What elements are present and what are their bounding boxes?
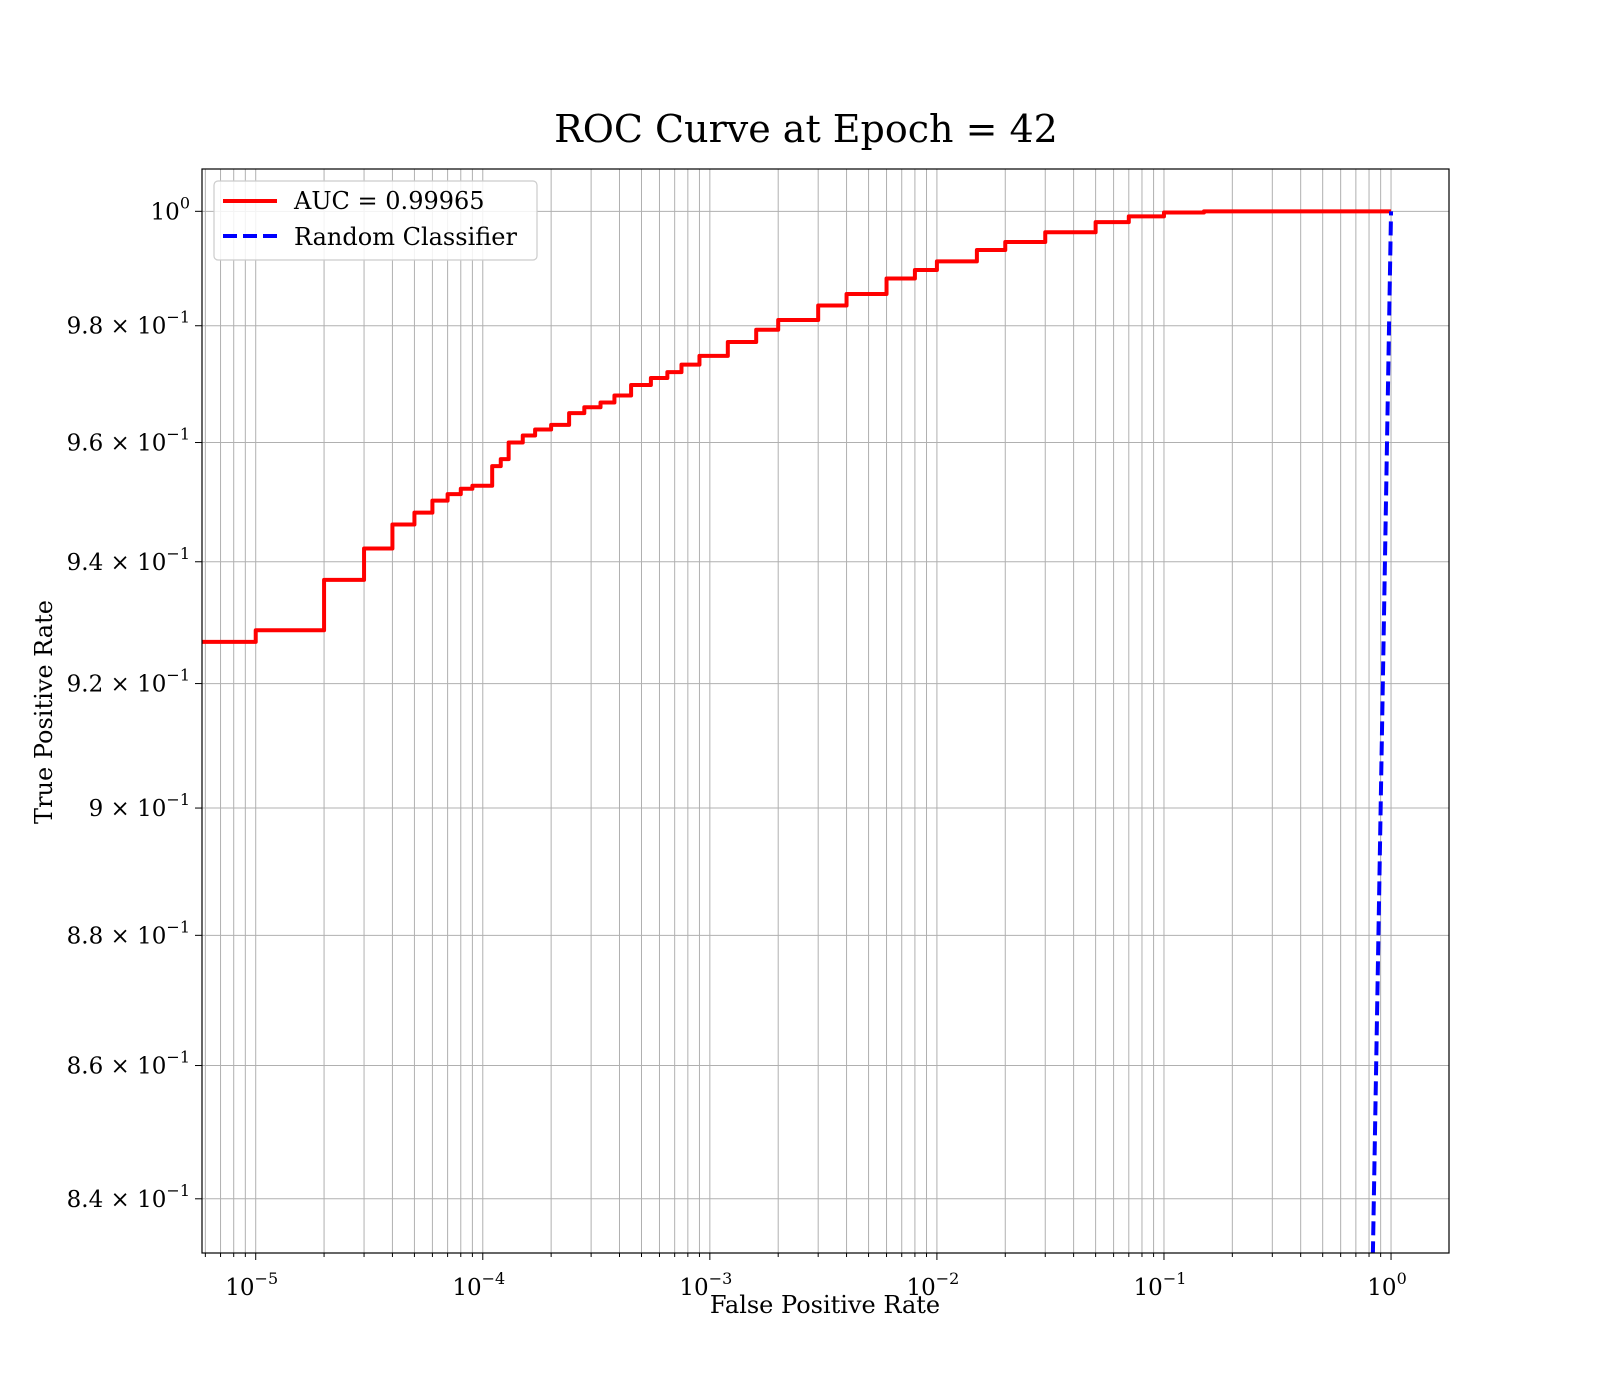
chart-title: ROC Curve at Epoch = 42 — [554, 107, 1058, 151]
y-tick-label: 9.4 × 10−1 — [67, 544, 190, 576]
plot-area — [202, 209, 1394, 1253]
y-axis-label: True Positive Rate — [30, 600, 58, 824]
legend: AUC = 0.99965 Random Classifier — [213, 180, 538, 261]
y-tick-layer: 8.4 × 10−1 8.6 × 10−1 8.8 × 10−1 9 × 10−1 9.… — [67, 193, 202, 1213]
x-tick-label: 100 — [1367, 1269, 1406, 1301]
legend-box — [213, 180, 538, 261]
x-axis-label: False Positive Rate — [710, 1291, 940, 1319]
plot-frame — [201, 168, 1450, 1254]
x-tick-label: 10−4 — [452, 1269, 505, 1301]
y-tick-label: 8.6 × 10−1 — [67, 1048, 190, 1080]
x-tick-label: 10−3 — [679, 1269, 732, 1301]
y-tick-label: 9.6 × 10−1 — [67, 425, 190, 457]
roc-curve-series — [202, 209, 1392, 644]
y-tick-label: 9 × 10−1 — [89, 790, 190, 822]
y-tick-label: 8.4 × 10−1 — [67, 1181, 190, 1213]
legend-label-random-classifier: Random Classifier — [294, 223, 517, 251]
y-tick-label: 100 — [151, 193, 190, 225]
random-classifier-series — [1370, 211, 1394, 1253]
x-tick-label: 10−5 — [225, 1269, 278, 1301]
legend-label-auc: AUC = 0.99965 — [293, 187, 485, 215]
x-tick-layer: 10−5 10−4 10−3 10−2 10−1 100 — [204, 1253, 1407, 1301]
y-tick-label: 9.2 × 10−1 — [67, 666, 190, 698]
y-tick-label: 8.8 × 10−1 — [67, 917, 190, 949]
grid-layer — [202, 169, 1449, 1253]
y-tick-label: 9.8 × 10−1 — [67, 308, 190, 340]
x-tick-label: 10−2 — [906, 1269, 959, 1301]
x-tick-label: 10−1 — [1134, 1269, 1187, 1301]
